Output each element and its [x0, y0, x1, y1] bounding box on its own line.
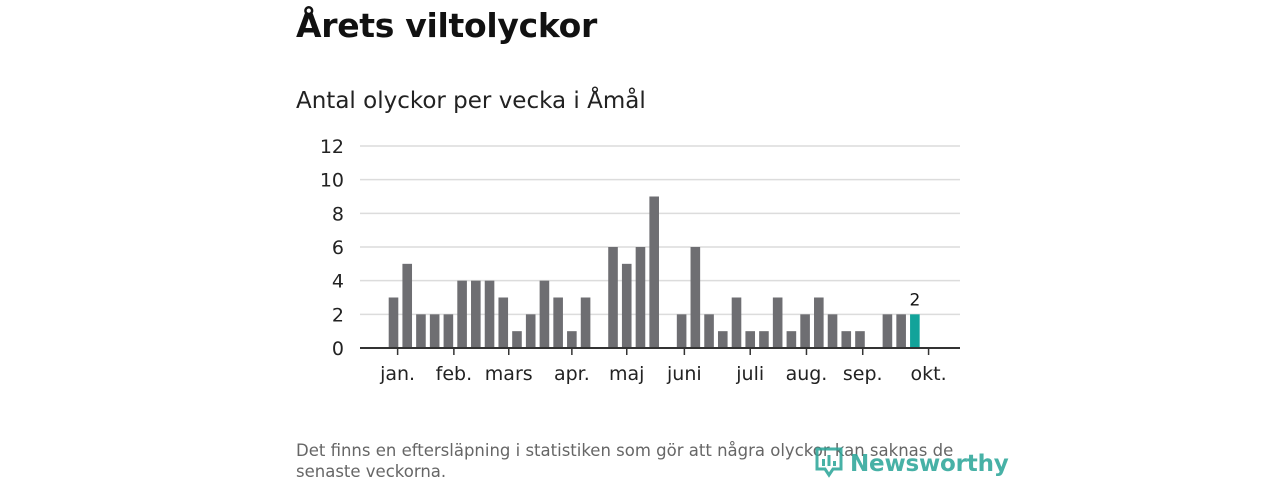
bar: [471, 280, 481, 348]
bar: [621, 263, 632, 348]
bar: [745, 331, 756, 348]
bar-chart: 0 2 4 6 8 10 12 jan. feb. mars apr. maj juni juli aug…: [320, 136, 960, 385]
x-tick-label: feb.: [436, 363, 472, 385]
bar: [402, 263, 413, 348]
bar-highlight: [910, 314, 920, 348]
bar: [429, 314, 440, 348]
bar: [814, 297, 824, 348]
x-tick-label: juli: [735, 363, 764, 385]
bar: [498, 297, 509, 348]
x-tick-label: sep.: [843, 363, 883, 385]
x-tick-label: mars: [485, 363, 533, 385]
x-axis-ticks: jan. feb. mars apr. maj juni juli aug. sep. okt.: [379, 348, 947, 385]
bar-chart-icon: [814, 446, 844, 482]
bar: [841, 331, 852, 348]
data-labels: 2: [909, 290, 920, 310]
bar: [635, 247, 646, 348]
bar: [827, 314, 838, 348]
bar: [800, 314, 810, 348]
footnote: Det finns en eftersläpning i statistiken…: [296, 441, 954, 481]
x-tick-label: apr.: [554, 363, 590, 385]
y-tick-label: 4: [332, 271, 344, 293]
gridlines: [360, 145, 960, 316]
bar: [649, 196, 659, 348]
bar: [553, 297, 563, 348]
bar: [388, 297, 399, 348]
y-tick-label: 2: [332, 304, 344, 326]
x-tick-label: juni: [666, 363, 702, 385]
bar: [882, 314, 893, 348]
logo-text: Newsworthy: [850, 451, 1009, 477]
bar: [772, 297, 783, 348]
x-tick-label: okt.: [911, 363, 947, 385]
bar: [457, 280, 467, 348]
bar: [567, 331, 577, 348]
bar: [759, 331, 769, 348]
bar: [717, 331, 728, 348]
bar: [855, 331, 865, 348]
bar: [539, 280, 550, 348]
bars: [388, 196, 920, 348]
page-title: Årets viltolyckor: [296, 6, 597, 45]
newsworthy-logo: Newsworthy: [814, 446, 1009, 482]
bar: [786, 331, 797, 348]
x-tick-label: jan.: [379, 363, 415, 385]
bar: [484, 280, 495, 348]
x-tick-label: maj: [609, 363, 644, 385]
bar: [704, 314, 714, 348]
bar: [443, 314, 454, 348]
highlight-value-label: 2: [909, 290, 920, 310]
bar: [731, 297, 742, 348]
y-tick-label: 6: [332, 237, 344, 259]
y-tick-label: 0: [332, 338, 344, 360]
bar: [416, 314, 426, 348]
x-tick-label: aug.: [786, 363, 828, 385]
bar: [690, 247, 701, 348]
y-tick-label: 10: [320, 170, 344, 192]
bar: [580, 297, 591, 348]
bar: [676, 314, 687, 348]
chart-title: Antal olyckor per vecka i Åmål: [296, 88, 646, 114]
y-axis-ticks: 0 2 4 6 8 10 12: [320, 136, 344, 360]
bar: [525, 314, 536, 348]
y-tick-label: 12: [320, 136, 344, 158]
bar: [608, 247, 618, 348]
bar: [512, 331, 522, 348]
bar: [896, 314, 906, 348]
y-tick-label: 8: [332, 203, 344, 225]
